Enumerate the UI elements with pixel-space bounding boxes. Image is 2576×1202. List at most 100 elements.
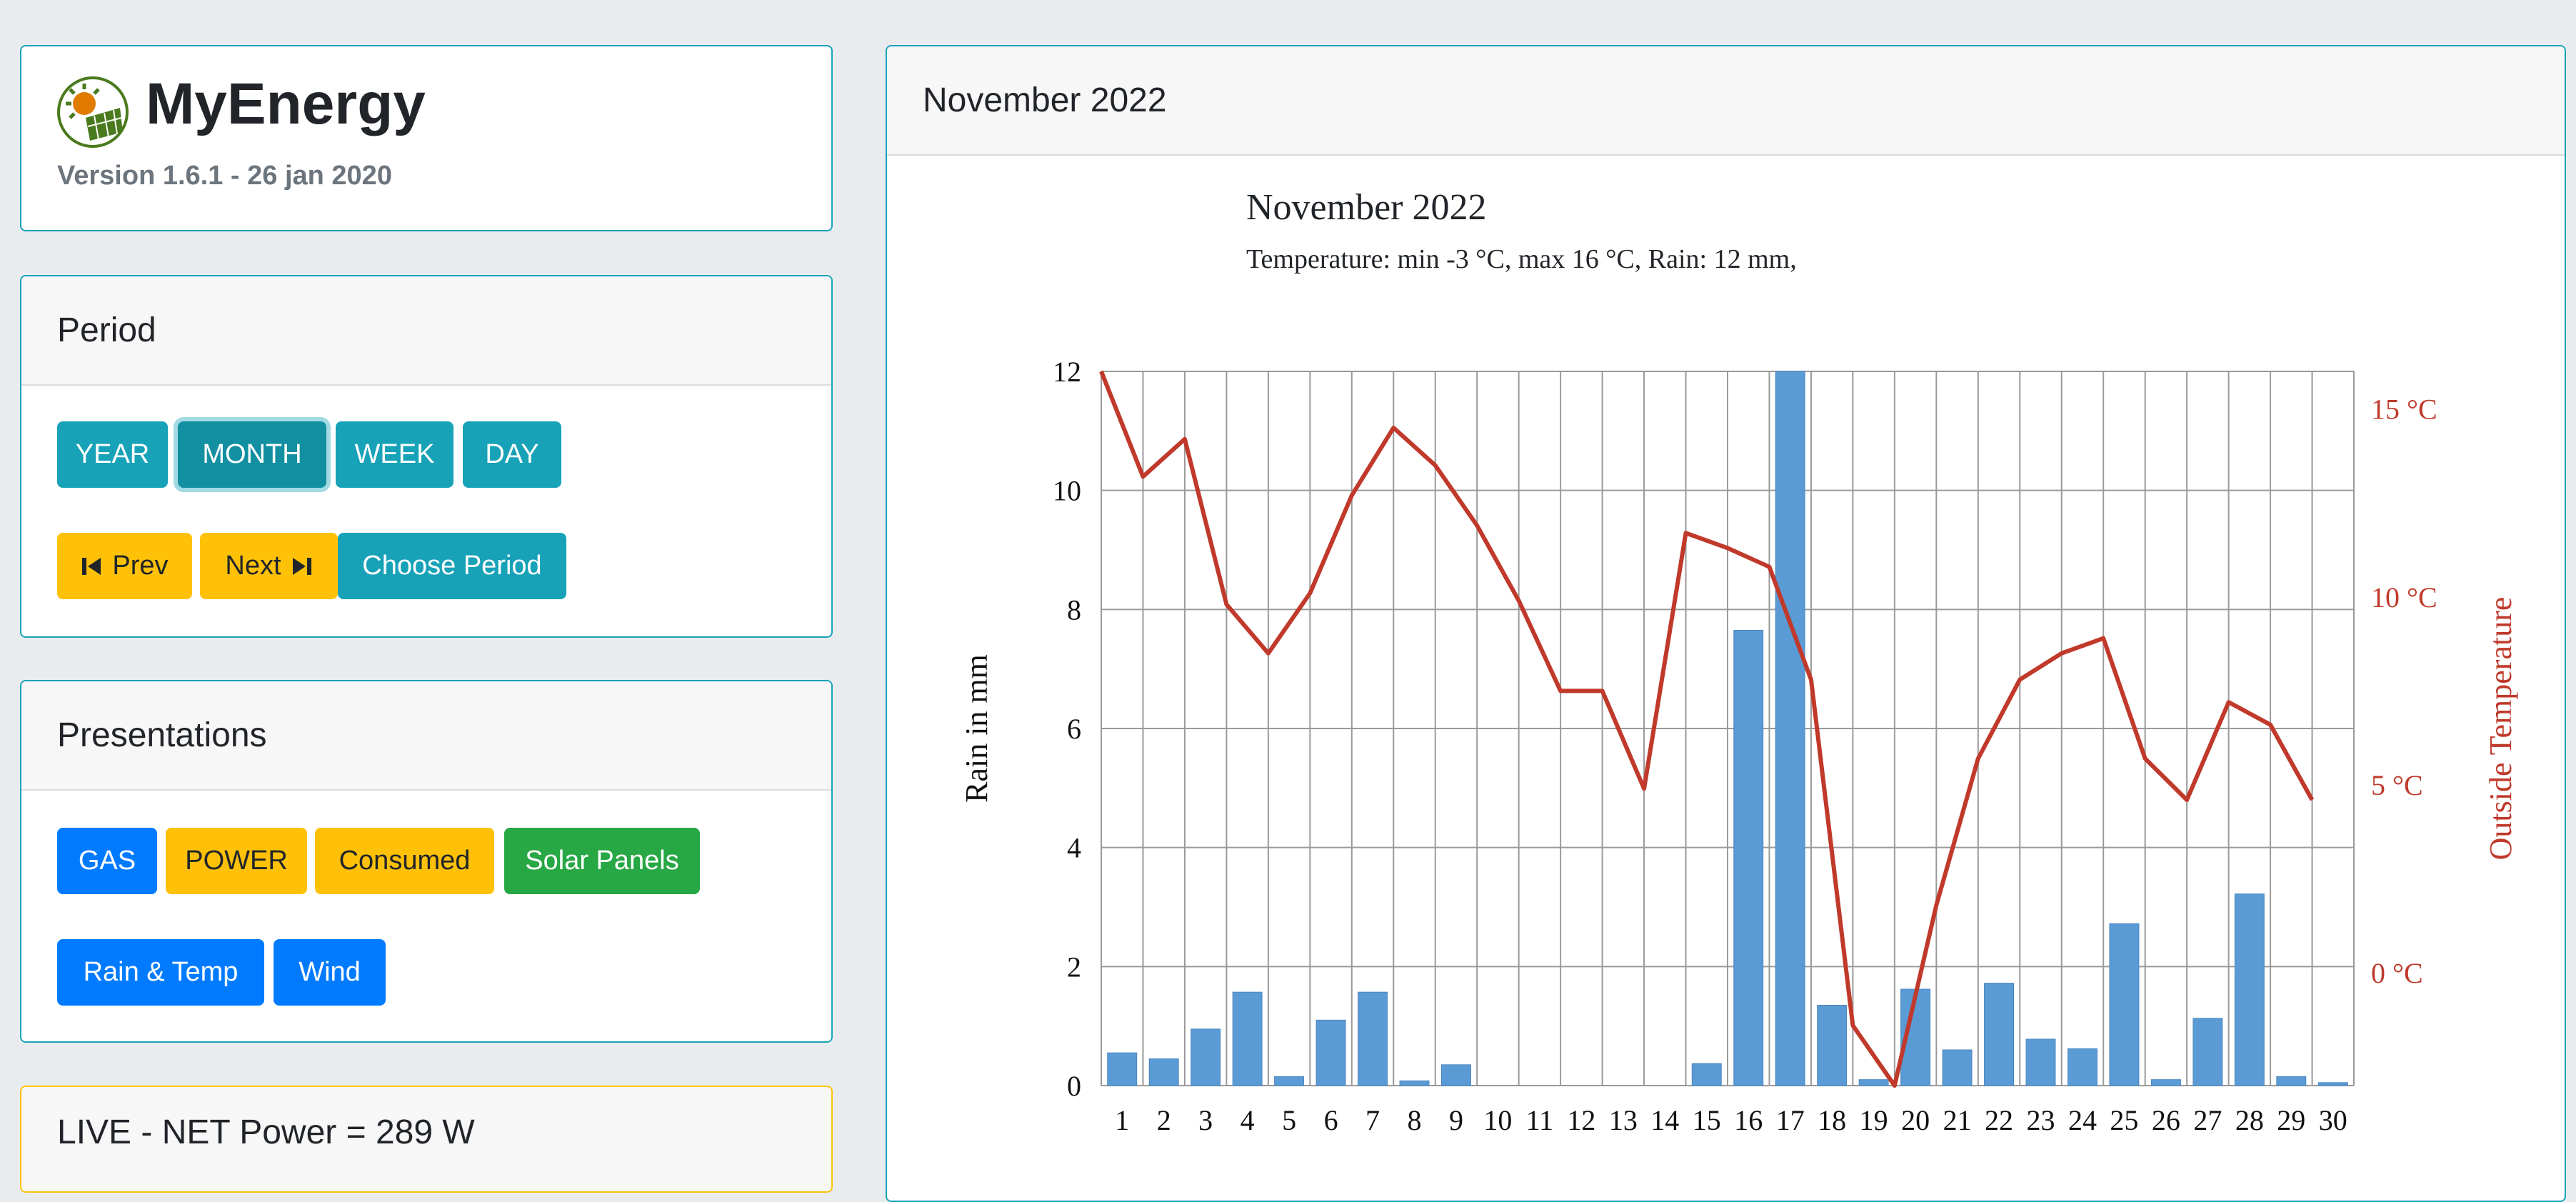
rain-bar <box>1817 1005 1848 1086</box>
rain-bar <box>1358 991 1388 1086</box>
y-tick-label: 12 <box>1053 356 1081 388</box>
rain-bar <box>2025 1038 2056 1086</box>
consumed-button[interactable]: Consumed <box>315 828 494 894</box>
rain-bar <box>2109 923 2140 1086</box>
y-tick-label: 0 <box>1067 1070 1081 1102</box>
temperature-line <box>1099 370 2315 1088</box>
y-tick-label: 4 <box>1067 832 1081 864</box>
gas-button[interactable]: GAS <box>57 828 157 894</box>
x-tick-label: 14 <box>1650 1104 1679 1136</box>
x-tick-label: 25 <box>2110 1104 2138 1136</box>
x-tick-label: 4 <box>1241 1104 1255 1136</box>
next-button[interactable]: Next <box>200 533 338 599</box>
x-tick-label: 23 <box>2027 1104 2055 1136</box>
x-tick-label: 18 <box>1818 1104 1846 1136</box>
x-tick-label: 11 <box>1526 1104 1554 1136</box>
x-tick-label: 8 <box>1408 1104 1422 1136</box>
rain-bar <box>1942 1049 1973 1086</box>
rain-bar <box>2234 893 2265 1086</box>
rain-bar <box>2192 1018 2223 1086</box>
week-button[interactable]: WEEK <box>336 421 453 488</box>
live-net-power: LIVE - NET Power = 289 W <box>57 1113 475 1151</box>
rain-bar <box>1775 371 1805 1086</box>
period-card: Period YEAR MONTH WEEK DAY Prev Next Cho… <box>20 275 833 638</box>
app-logo-icon <box>57 76 129 148</box>
power-button[interactable]: POWER <box>166 828 307 894</box>
rain-bar <box>1232 991 1263 1086</box>
live-card: LIVE - NET Power = 289 W <box>20 1086 833 1193</box>
app-card: MyEnergy Version 1.6.1 - 26 jan 2020 <box>20 45 833 231</box>
presentations-card: Presentations GAS POWER Consumed Solar P… <box>20 680 833 1043</box>
rain-bar <box>1691 1063 1722 1086</box>
solar-panels-button[interactable]: Solar Panels <box>504 828 700 894</box>
x-tick-label: 20 <box>1901 1104 1930 1136</box>
x-tick-label: 19 <box>1860 1104 1888 1136</box>
chart-subtitle: Temperature: min -3 °C, max 16 °C, Rain:… <box>1246 244 1797 274</box>
rain-bar <box>2317 1082 2348 1086</box>
x-tick-label: 22 <box>1985 1104 2013 1136</box>
rain-bar <box>1148 1058 1179 1086</box>
x-tick-label: 13 <box>1609 1104 1638 1136</box>
x-tick-label: 9 <box>1449 1104 1463 1136</box>
rain-bar <box>1315 1019 1346 1086</box>
x-tick-label: 6 <box>1324 1104 1338 1136</box>
x-tick-label: 3 <box>1198 1104 1213 1136</box>
x-tick-label: 5 <box>1282 1104 1296 1136</box>
y-right-axis-label: Outside Temperature <box>2483 597 2518 861</box>
rain-bar <box>1984 983 2014 1086</box>
x-tick-label: 12 <box>1567 1104 1595 1136</box>
rain-bar <box>1858 1079 1889 1086</box>
prev-button[interactable]: Prev <box>57 533 192 599</box>
x-tick-label: 24 <box>2068 1104 2097 1136</box>
app-version: Version 1.6.1 - 26 jan 2020 <box>57 161 392 191</box>
rain-bar <box>2068 1048 2098 1086</box>
month-button[interactable]: MONTH <box>178 421 326 488</box>
x-tick-label: 1 <box>1115 1104 1129 1136</box>
x-tick-label: 7 <box>1365 1104 1380 1136</box>
chart-card: November 2022 November 2022 Temperature:… <box>886 45 2566 1202</box>
y-right-tick-label: 10 °C <box>2371 581 2437 613</box>
period-header: Period <box>21 276 831 386</box>
x-tick-label: 17 <box>1776 1104 1805 1136</box>
x-tick-label: 16 <box>1734 1104 1763 1136</box>
rain-bar <box>1399 1080 1430 1086</box>
rain-bar <box>1733 630 1764 1086</box>
y-right-tick-label: 5 °C <box>2371 769 2423 801</box>
day-button[interactable]: DAY <box>463 421 561 488</box>
presentations-title: Presentations <box>57 716 267 754</box>
chart-card-header: November 2022 <box>887 46 2565 156</box>
x-tick-label: 2 <box>1157 1104 1171 1136</box>
y-axis-label: Rain in mm <box>959 654 994 803</box>
prev-label: Prev <box>112 551 169 581</box>
x-tick-label: 27 <box>2193 1104 2222 1136</box>
presentations-header: Presentations <box>21 681 831 791</box>
y-tick-label: 10 <box>1053 475 1081 507</box>
x-tick-label: 26 <box>2152 1104 2180 1136</box>
x-tick-label: 28 <box>2235 1104 2264 1136</box>
chart-title: November 2022 <box>1246 187 1487 228</box>
y-tick-label: 8 <box>1067 594 1081 626</box>
next-label: Next <box>225 551 281 581</box>
x-tick-label: 10 <box>1483 1104 1512 1136</box>
rain-bar <box>2150 1079 2181 1086</box>
x-tick-label: 15 <box>1693 1104 1721 1136</box>
period-title: Period <box>57 311 156 349</box>
skip-forward-icon <box>291 556 313 577</box>
chart-card-title: November 2022 <box>923 81 1167 119</box>
app-name: MyEnergy <box>146 71 426 136</box>
x-tick-label: 29 <box>2277 1104 2305 1136</box>
choose-period-button[interactable]: Choose Period <box>338 533 566 599</box>
y-tick-label: 6 <box>1067 713 1081 745</box>
rain-temp-button[interactable]: Rain & Temp <box>57 939 264 1006</box>
y-right-tick-label: 0 °C <box>2371 957 2423 989</box>
rain-bar <box>1441 1064 1471 1086</box>
y-tick-label: 2 <box>1067 951 1081 983</box>
rain-bar <box>1191 1028 1221 1086</box>
x-tick-label: 30 <box>2319 1104 2347 1136</box>
wind-button[interactable]: Wind <box>274 939 386 1006</box>
rain-bar <box>1274 1076 1305 1086</box>
rain-bar <box>1107 1052 1138 1086</box>
year-button[interactable]: YEAR <box>57 421 168 488</box>
live-header: LIVE - NET Power = 289 W <box>21 1087 831 1191</box>
